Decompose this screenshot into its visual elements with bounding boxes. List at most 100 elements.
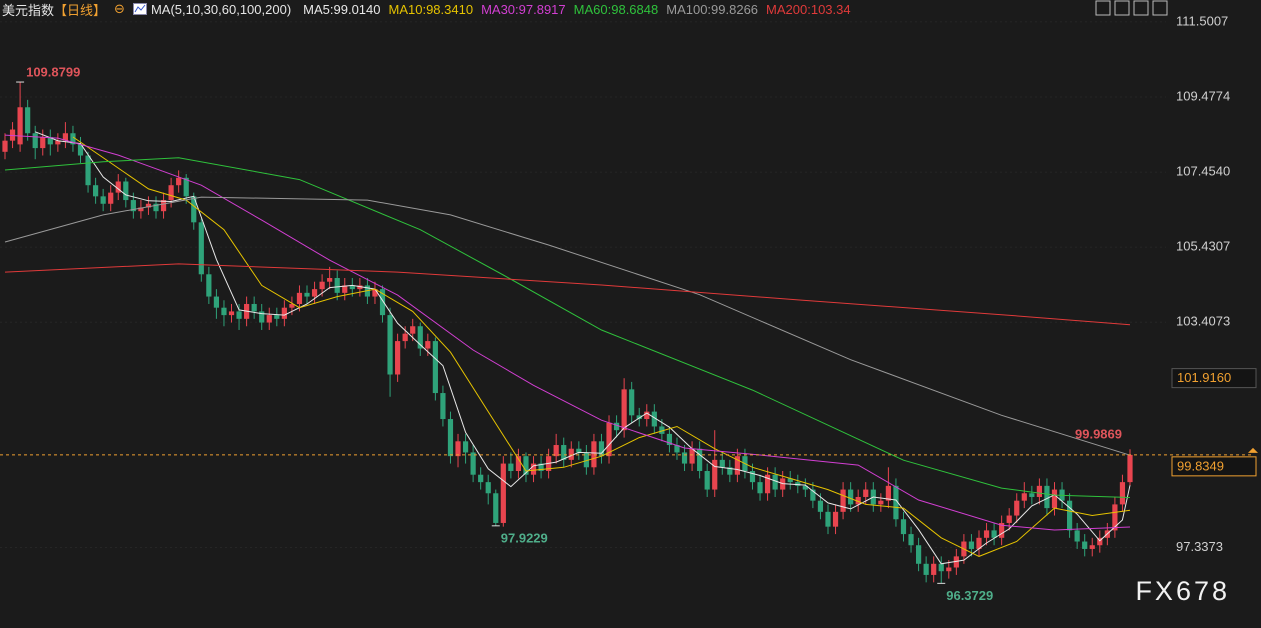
candle-body (855, 496, 861, 505)
y-tick-label: 107.4540 (1176, 164, 1230, 179)
candle-body (455, 441, 461, 457)
current-price-box (1171, 456, 1257, 477)
annotation-label: 97.9229 (501, 530, 548, 545)
candle-body (417, 326, 423, 349)
candle-body (266, 315, 272, 323)
candle-body (583, 452, 589, 468)
candle-body (757, 482, 763, 494)
candle-body (727, 467, 733, 475)
candle-body (25, 107, 31, 134)
legend-entry: MA100:99.8266 (666, 1, 759, 17)
candle-body (387, 315, 393, 375)
candle-body (1044, 485, 1050, 509)
candle-body (810, 489, 816, 501)
toolbar-icons[interactable] (1095, 0, 1168, 16)
y-tick-label: 111.5007 (1176, 13, 1228, 28)
candle-body (470, 452, 476, 475)
period[interactable]: 【日线】 (54, 2, 107, 18)
legend-entry: MA200:103.34 (766, 1, 851, 17)
candle-body (342, 285, 348, 293)
candle-body (115, 181, 121, 193)
icon[interactable] (1133, 0, 1149, 16)
candle-body (1014, 500, 1020, 516)
ma-lines (4, 131, 1131, 565)
candle-body (734, 456, 740, 475)
candle-body (153, 203, 159, 212)
candle-body (191, 196, 197, 223)
candle-body (553, 445, 559, 457)
candle-body (689, 448, 695, 464)
candle-body (447, 419, 454, 457)
candle-body (636, 415, 642, 420)
candle-body (379, 289, 386, 316)
candle-body (311, 289, 318, 297)
annotation-label: 96.3729 (946, 588, 993, 603)
candle-body (1097, 537, 1103, 546)
candle-body (1082, 541, 1088, 549)
candle-body (1074, 530, 1080, 542)
candle-body (206, 274, 212, 297)
candle-body (1066, 500, 1073, 531)
icon[interactable] (1114, 0, 1130, 16)
ma-settings[interactable]: MA(5,10,30,60,100,200) (150, 1, 292, 17)
candle-body (228, 311, 235, 316)
candle-body (561, 445, 567, 460)
candle-body (160, 200, 167, 212)
candle-body (946, 567, 952, 572)
candle-body (1021, 493, 1027, 501)
candle-body (900, 519, 907, 535)
candle-body (357, 285, 363, 290)
candle-body (410, 326, 416, 334)
candle-body (613, 422, 620, 431)
ma-line (4, 196, 1131, 456)
candle-body (863, 489, 869, 497)
candle-body (1119, 482, 1126, 505)
legend-entry: MA5:99.0140 (303, 1, 381, 17)
candle-body (817, 500, 824, 512)
candle-body (802, 485, 808, 490)
candle-body (1036, 485, 1042, 497)
candle-body (108, 192, 114, 204)
candle-body (840, 489, 846, 512)
y-tick-label: 103.4073 (1176, 314, 1230, 329)
instrument: 美元指数 (2, 2, 55, 18)
candle-body (772, 474, 778, 490)
ma-line (72, 136, 1131, 557)
candle-body (130, 200, 136, 212)
candle-body (666, 433, 673, 446)
candle-body (659, 426, 665, 434)
candle-body (931, 563, 937, 575)
icon[interactable] (1095, 0, 1111, 16)
candle-body (440, 393, 446, 420)
candle-body (395, 341, 401, 375)
legend-entry: MA10:98.3410 (388, 1, 474, 17)
icon[interactable] (1152, 0, 1168, 16)
candle-body (749, 471, 756, 483)
candle-body (825, 511, 831, 527)
indicator-icon[interactable] (132, 3, 147, 15)
candle-body (953, 556, 959, 568)
candle-body (938, 563, 944, 572)
candle-body (289, 303, 295, 308)
candle-body (259, 311, 265, 323)
candle-body (1029, 493, 1035, 497)
candle-body (55, 140, 61, 145)
candle-body (568, 448, 574, 460)
y-tick-label: 105.4307 (1176, 239, 1230, 254)
candle-body (697, 448, 703, 471)
candle-body (991, 530, 997, 538)
candle-body (32, 133, 38, 149)
ma-line (4, 263, 1131, 326)
candle-body (93, 185, 99, 197)
candle-body (70, 133, 76, 145)
candle-body (123, 181, 129, 201)
candle-body (334, 277, 340, 293)
candle-body (712, 459, 718, 490)
candle-body (485, 482, 491, 494)
toggle-icon[interactable]: ⊖ (114, 1, 125, 16)
ma-line (4, 157, 1131, 498)
current-price-label: 99.8349 (1177, 458, 1224, 473)
candle-body (493, 493, 499, 523)
candle-body (183, 177, 189, 197)
